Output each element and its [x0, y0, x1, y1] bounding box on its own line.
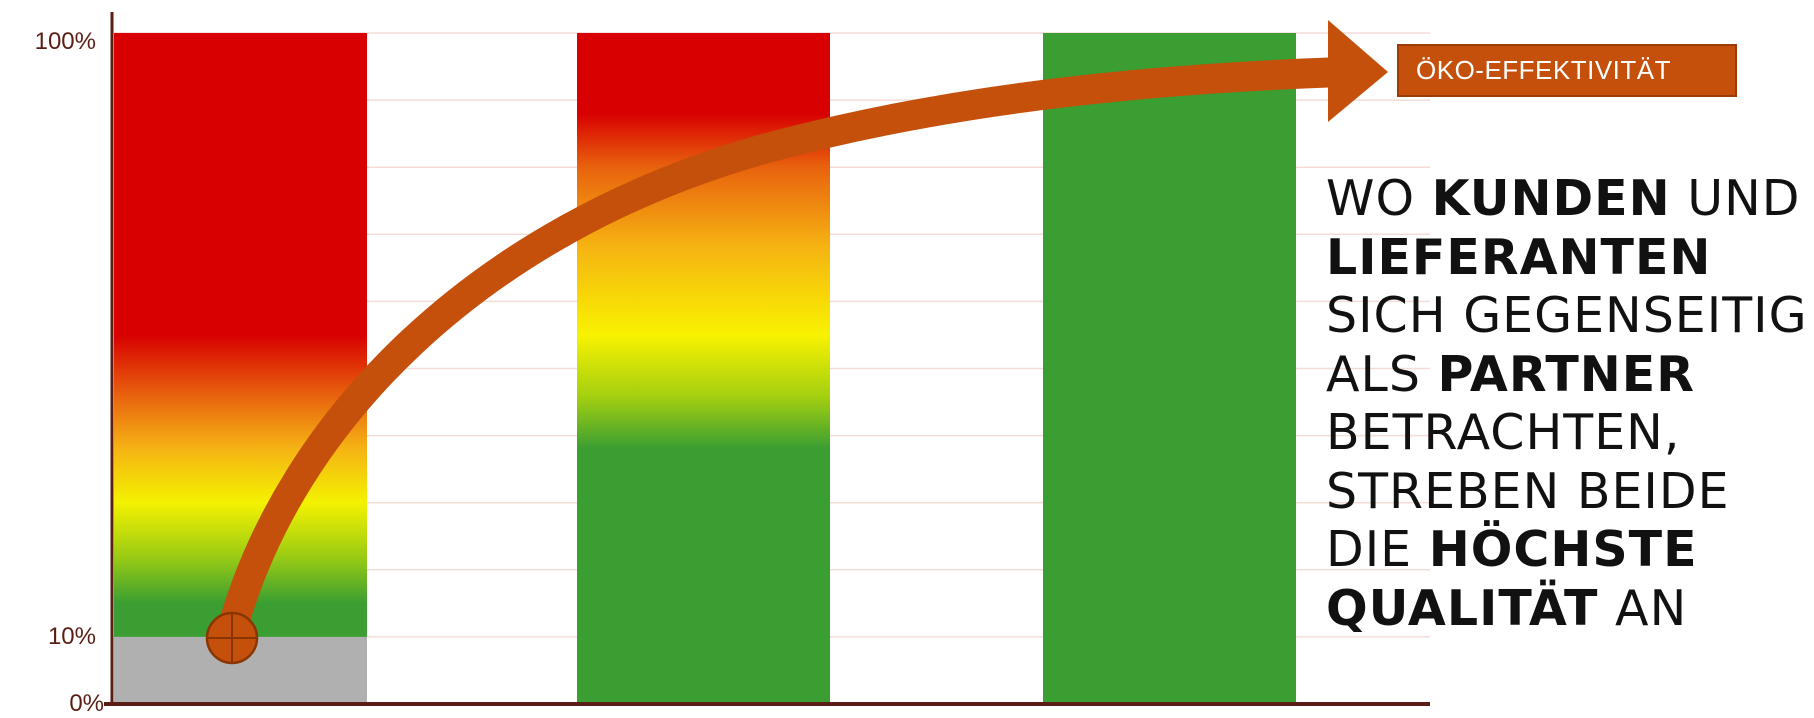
statement-text: BETRACHTEN,	[1326, 404, 1681, 461]
y-tick-labels: 100% 10% 0%	[35, 28, 104, 717]
statement-text: ALS	[1326, 345, 1438, 403]
statement-text: STREBEN BEIDE	[1326, 462, 1730, 520]
statement-line: QUALITÄT AN	[1326, 580, 1812, 639]
statement-line: ALS PARTNER	[1326, 346, 1812, 405]
statement-emphasis: LIEFERANTEN	[1326, 228, 1712, 286]
partner-statement: WO KUNDEN UND LIEFERANTEN SICH GEGENSEITIG…	[1326, 170, 1812, 638]
statement-text: UND	[1670, 170, 1801, 227]
statement-line: SICH GEGENSEITIG	[1326, 287, 1812, 346]
bar-3	[1043, 33, 1296, 704]
statement-line: STREBEN BEIDE	[1326, 463, 1812, 522]
axes	[104, 12, 1430, 706]
statement-text: SICH GEGENSEITIG	[1326, 287, 1808, 344]
eco-effectiveness-label: ÖKO-EFFEKTIVITÄT	[1397, 44, 1737, 97]
bar-1	[114, 33, 367, 637]
statement-text: DIE	[1326, 521, 1429, 578]
arrow-origin-marker	[205, 611, 259, 665]
statement-emphasis: KUNDEN	[1431, 170, 1671, 227]
statement-line: WO KUNDEN UND	[1326, 170, 1812, 229]
eco-effectiveness-arrow	[205, 20, 1388, 665]
statement-line: LIEFERANTEN	[1326, 229, 1812, 288]
arrow-head	[1328, 20, 1388, 122]
statement-emphasis: HÖCHSTE	[1428, 521, 1698, 578]
statement-text: WO	[1326, 170, 1432, 227]
bars	[114, 33, 1296, 704]
y-tick-label-0: 0%	[69, 690, 104, 717]
y-tick-label-100: 100%	[35, 28, 96, 55]
statement-emphasis: QUALITÄT	[1326, 579, 1599, 637]
statement-emphasis: PARTNER	[1437, 345, 1696, 403]
statement-line: BETRACHTEN,	[1326, 404, 1812, 463]
statement-line: DIE HÖCHSTE	[1326, 521, 1812, 580]
arrow-shaft	[217, 57, 1343, 635]
statement-text: AN	[1598, 579, 1688, 637]
y-tick-label-10: 10%	[48, 623, 96, 650]
